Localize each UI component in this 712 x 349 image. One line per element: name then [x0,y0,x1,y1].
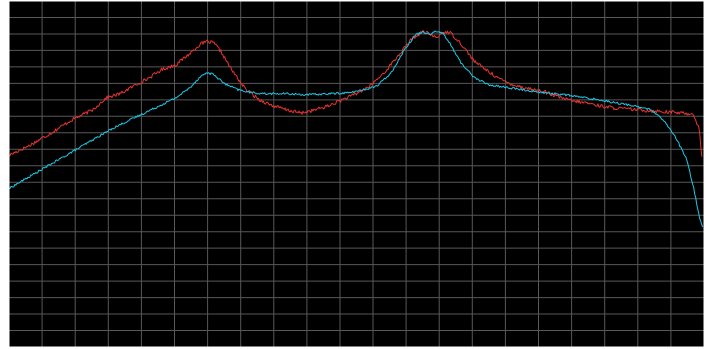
plot-frame [8,0,705,348]
grid [9,1,704,347]
plot-background [9,1,704,347]
red-series-line [8,30,703,157]
series-group [8,30,704,228]
cyan-series-line [8,30,704,228]
